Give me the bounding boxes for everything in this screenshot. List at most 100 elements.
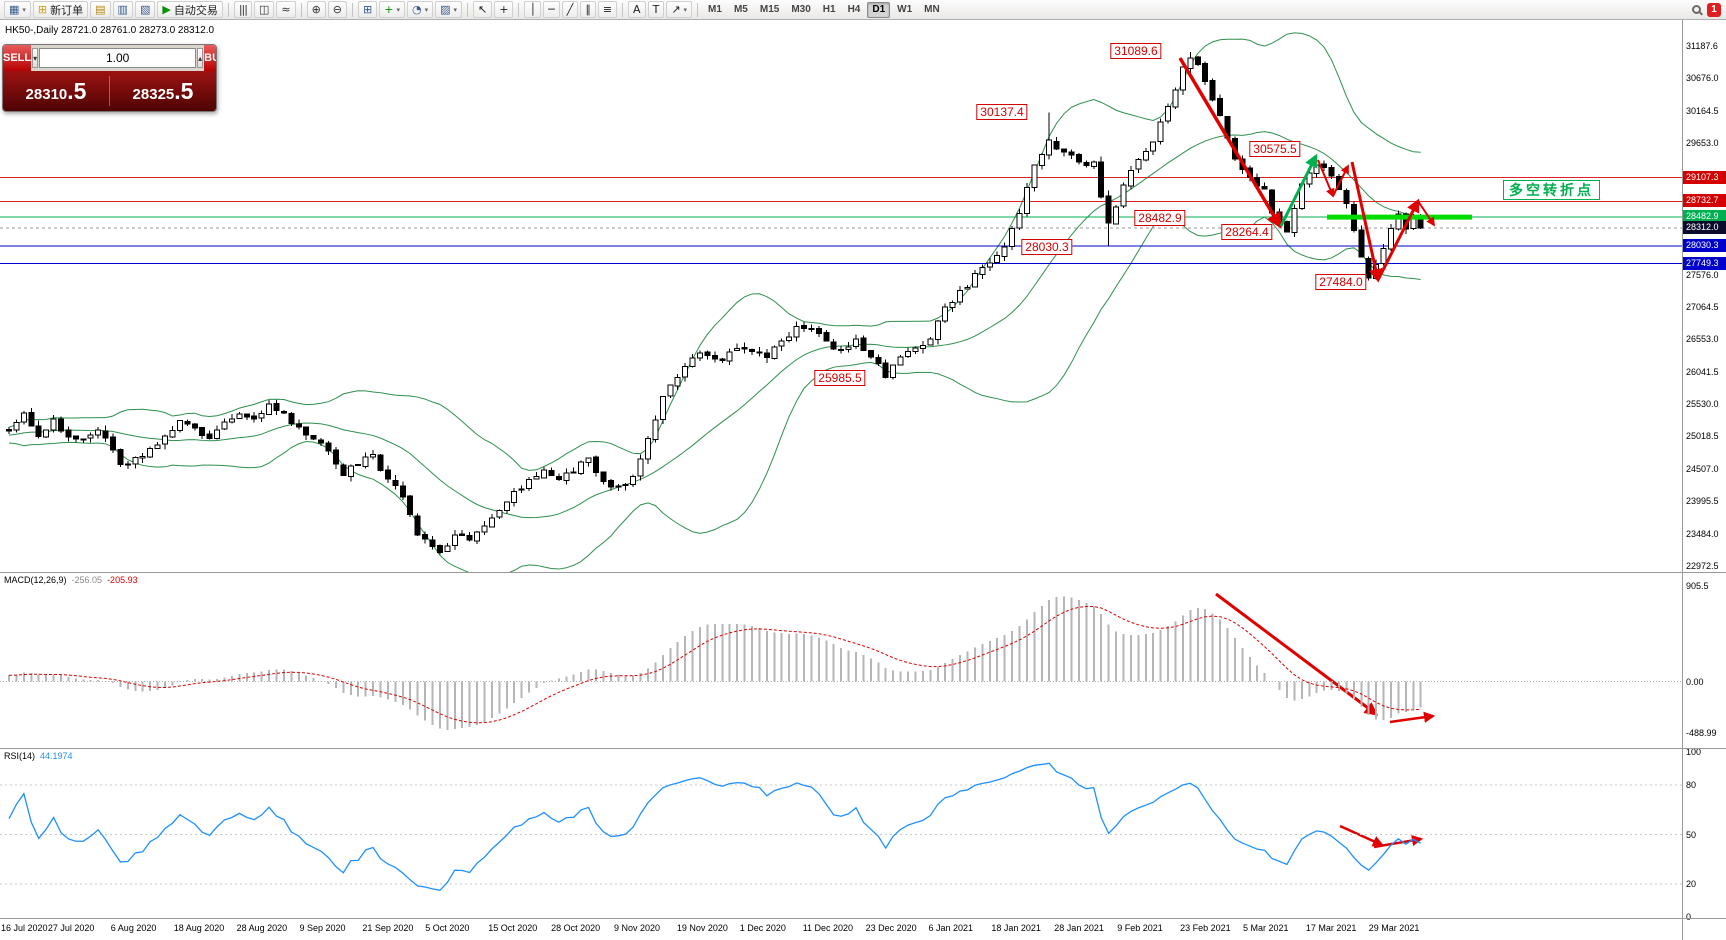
tab-timeframe-M5[interactable]: M5: [733, 3, 748, 15]
channel-icon: ∥: [585, 3, 591, 16]
buy-price[interactable]: 28325.5: [110, 78, 216, 105]
tab-timeframe-MN[interactable]: MN: [924, 3, 940, 15]
horizontal-line-icon[interactable]: ─: [543, 1, 560, 18]
terminal-icon[interactable]: ▧: [134, 1, 156, 18]
periods-icon[interactable]: ◔ ▾: [406, 1, 434, 18]
date-axis-label: 17 Mar 2021: [1305, 923, 1357, 933]
price-axis[interactable]: 31187.6 30676.0 30164.5 29653.0 27576.0 27064…: [1682, 20, 1726, 940]
cursor-icon: ↖: [478, 3, 488, 16]
text-label-icon: T: [652, 3, 660, 16]
autotrading-button-label: 自动交易: [173, 4, 218, 17]
chevron-down-icon: ▾: [22, 5, 26, 14]
date-axis-label: 1 Dec 2020: [739, 923, 786, 933]
tile-windows-icon: ⊞: [363, 3, 373, 16]
rsi-panel[interactable]: RSI(14) 44.1974: [0, 748, 1682, 918]
volume-increase-button[interactable]: [197, 48, 204, 68]
indicators-icon[interactable]: + ▾: [379, 1, 405, 18]
tab-timeframe-D1[interactable]: D1: [867, 1, 891, 18]
price-axis-chip: 28732.7: [1683, 194, 1726, 208]
fibonacci-icon: ≡: [602, 3, 613, 16]
macd-name: MACD(12,26,9): [4, 575, 67, 585]
line-chart-icon: ≈: [281, 3, 291, 16]
panel-separator[interactable]: [0, 748, 1726, 749]
search-icon[interactable]: [1692, 5, 1701, 14]
price-axis-tick: 27064.5: [1686, 301, 1719, 312]
zoom-in-icon[interactable]: ⊕: [306, 1, 326, 18]
volume-decrease-button[interactable]: [32, 48, 39, 68]
candlestick-icon[interactable]: ◫: [253, 1, 275, 18]
toolbar-separator: [622, 2, 624, 17]
tab-timeframe-M30[interactable]: M30: [791, 3, 811, 15]
text-icon[interactable]: A: [628, 1, 646, 18]
price-axis-tick: 24507.0: [1686, 463, 1719, 474]
volume-input[interactable]: [39, 48, 197, 68]
toolbar: ▦ ▾ ⊞ 新订单 ▤ ▥ ▧ ▶ 自动交易 ||| ◫ ≈ ⊕ ⊖ ⊞ + ▾ ◔ ▾ ▨ ▾ ↖ + │ ─ ╱ ∥ ≡ A T ↗ ▾ …: [0, 0, 1726, 20]
panel-separator[interactable]: [0, 572, 1726, 573]
buy-button[interactable]: BUY: [204, 45, 216, 71]
price-axis-chip: 28030.3: [1683, 238, 1726, 252]
market-watch-icon[interactable]: ▤: [90, 1, 111, 18]
indicators-icon: +: [384, 3, 394, 16]
toolbar-right-group: 1: [1692, 2, 1723, 17]
toolbar-separator: [300, 2, 302, 17]
order-prices-row: 28310.5 28325.5: [3, 71, 216, 111]
order-controls-row: SELL BUY: [3, 45, 216, 71]
macd-axis-tick: 0.00: [1686, 676, 1704, 687]
navigator-icon: ▥: [117, 3, 128, 16]
navigator-icon[interactable]: ▥: [112, 1, 133, 18]
autotrading-button[interactable]: ▶ 自动交易: [157, 1, 223, 18]
candlestick-chart[interactable]: [0, 20, 1682, 572]
tab-timeframe-M15[interactable]: M15: [759, 3, 780, 15]
price-axis-tick: 26041.5: [1686, 366, 1719, 377]
date-axis-label: 19 Nov 2020: [676, 923, 728, 933]
fibonacci-icon[interactable]: ≡: [597, 1, 618, 18]
date-axis-label: 27 Jul 2020: [47, 923, 95, 933]
toolbar-separator: [518, 2, 520, 17]
sell-price[interactable]: 28310.5: [3, 78, 109, 105]
main-chart-panel[interactable]: HK50-,Daily 28721.0 28761.0 28273.0 2831…: [0, 20, 1682, 572]
text-label-icon[interactable]: T: [647, 1, 665, 18]
new-order-button-label: 新订单: [50, 4, 84, 17]
price-axis-tick: 22972.5: [1686, 560, 1719, 571]
tab-timeframe-H4[interactable]: H4: [847, 3, 861, 15]
channel-icon[interactable]: ∥: [580, 1, 596, 18]
date-axis-label: 23 Dec 2020: [865, 923, 917, 933]
price-axis-chip: 28312.0: [1683, 220, 1726, 234]
bar-chart-icon: |||: [238, 3, 248, 16]
chart-window-icon[interactable]: ▦ ▾: [4, 1, 31, 18]
bar-chart-icon[interactable]: |||: [233, 1, 252, 18]
tab-timeframe-M1[interactable]: M1: [708, 3, 722, 15]
vertical-line-icon: │: [529, 3, 537, 16]
tile-windows-icon[interactable]: ⊞: [358, 1, 378, 18]
sell-price-main: 28310: [25, 85, 68, 103]
new-order-button[interactable]: ⊞ 新订单: [32, 1, 89, 18]
toolbar-separator: [352, 2, 354, 17]
date-axis-label: 9 Sep 2020: [299, 923, 346, 933]
sell-button[interactable]: SELL: [3, 45, 32, 71]
rsi-axis-tick: 100: [1686, 747, 1702, 757]
trendline-icon[interactable]: ╱: [561, 1, 579, 18]
templates-icon[interactable]: ▨ ▾: [435, 1, 463, 18]
price-axis-tick: 23995.5: [1686, 496, 1719, 507]
tab-timeframe-H1[interactable]: H1: [822, 3, 836, 15]
tab-timeframe-W1[interactable]: W1: [897, 3, 913, 15]
macd-chart: [0, 592, 1682, 730]
notification-badge[interactable]: 1: [1707, 2, 1721, 17]
macd-panel[interactable]: MACD(12,26,9) -256.05 -205.93: [0, 572, 1682, 748]
autotrading-button: ▶: [162, 3, 171, 16]
line-chart-icon[interactable]: ≈: [276, 1, 296, 18]
chart-window-icon: ▦: [9, 3, 20, 16]
periods-icon: ◔: [411, 3, 422, 16]
arrows-icon[interactable]: ↗ ▾: [666, 1, 693, 18]
chart-title: HK50-,Daily 28721.0 28761.0 28273.0 2831…: [5, 25, 215, 36]
zoom-out-icon[interactable]: ⊖: [327, 1, 348, 18]
vertical-line-icon[interactable]: │: [524, 1, 542, 18]
macd-main-value: -256.05: [71, 575, 103, 585]
date-axis-label: 16 Jul 2020: [1, 923, 48, 933]
crosshair-icon[interactable]: +: [494, 1, 514, 18]
cursor-icon[interactable]: ↖: [473, 1, 493, 18]
rsi-name: RSI(14): [4, 751, 36, 761]
time-axis[interactable]: 16 Jul 2020 27 Jul 2020 6 Aug 2020 18 Aug 2…: [0, 918, 1682, 940]
zoom-in-icon: ⊕: [311, 3, 321, 16]
